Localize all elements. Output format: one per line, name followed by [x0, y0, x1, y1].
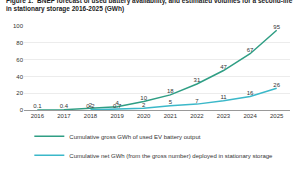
svg-text:95: 95 [273, 24, 280, 30]
svg-text:2025: 2025 [270, 113, 284, 119]
svg-text:2017: 2017 [57, 113, 71, 119]
svg-text:Figure 1: BNEF forecast of us: Figure 1: BNEF forecast of used battery … [6, 0, 293, 13]
svg-text:2: 2 [89, 102, 93, 108]
svg-text:47: 47 [220, 64, 227, 70]
svg-text:2018: 2018 [84, 113, 98, 119]
svg-text:4: 4 [115, 100, 119, 106]
svg-text:0.2: 0.2 [86, 103, 95, 109]
svg-text:2022: 2022 [190, 113, 204, 119]
svg-text:16: 16 [247, 90, 254, 96]
svg-text:2016: 2016 [31, 113, 45, 119]
svg-text:11: 11 [220, 94, 227, 100]
svg-text:100: 100 [13, 23, 24, 29]
svg-text:7: 7 [195, 98, 199, 104]
svg-text:20: 20 [16, 90, 23, 96]
svg-text:5: 5 [169, 99, 173, 105]
svg-text:2019: 2019 [110, 113, 124, 119]
svg-text:2: 2 [142, 102, 146, 108]
svg-text:40: 40 [16, 74, 23, 80]
svg-text:2024: 2024 [243, 113, 257, 119]
svg-text:Cumulative gross GWh of used E: Cumulative gross GWh of used EV battery … [69, 134, 200, 140]
svg-text:2020: 2020 [137, 113, 151, 119]
svg-text:0.1: 0.1 [33, 103, 42, 109]
svg-text:67: 67 [247, 47, 254, 53]
svg-text:Cumulative net GWh (from the g: Cumulative net GWh (from the gross numbe… [69, 153, 273, 159]
svg-text:18: 18 [167, 88, 174, 94]
svg-text:31: 31 [194, 77, 201, 83]
svg-text:0: 0 [20, 107, 24, 113]
svg-text:10: 10 [140, 95, 147, 101]
svg-text:0.4: 0.4 [60, 103, 69, 109]
svg-text:80: 80 [16, 40, 23, 46]
svg-text:2021: 2021 [164, 113, 178, 119]
svg-text:26: 26 [273, 82, 280, 88]
svg-text:60: 60 [16, 57, 23, 63]
svg-text:2023: 2023 [217, 113, 231, 119]
svg-text:0.7: 0.7 [113, 103, 122, 109]
